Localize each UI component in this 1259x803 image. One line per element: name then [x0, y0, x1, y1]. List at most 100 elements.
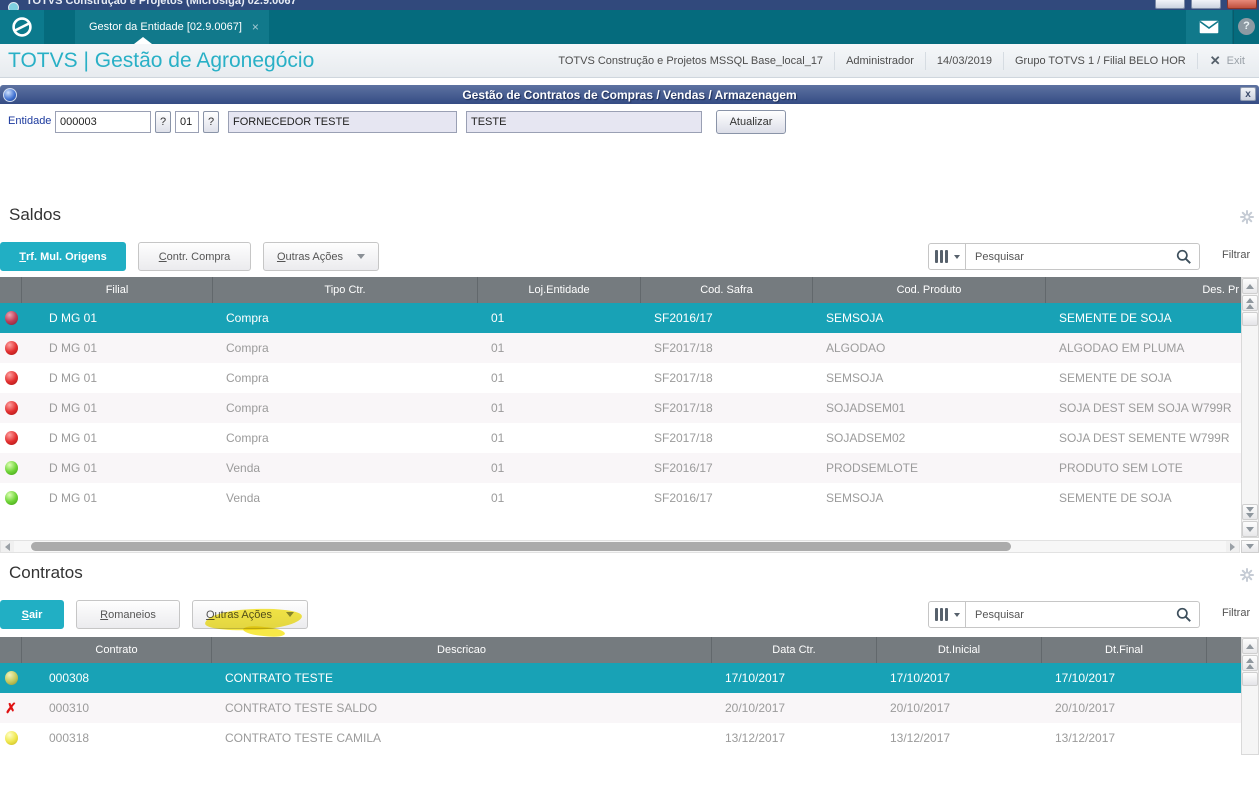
mail-icon[interactable]	[1186, 10, 1232, 44]
table-row[interactable]: D MG 01 Compra 01 SF2017/18 ALGODAO ALGODAO E…	[0, 333, 1241, 363]
saldos-vertical-scrollbar[interactable]	[1241, 277, 1259, 538]
saldos-outras-acoes-button[interactable]: Outras Ações	[263, 242, 379, 271]
store-lookup-button[interactable]: ?	[203, 111, 219, 133]
column-header[interactable]: Dt.Inicial	[877, 637, 1042, 663]
scroll-page-up-icon[interactable]	[1242, 295, 1258, 311]
tab-close-icon[interactable]: ×	[251, 20, 259, 34]
table-cell: SF2017/18	[654, 371, 713, 385]
table-row[interactable]: D MG 01 Venda 01 SF2016/17 SEMSOJA SEMENTE DE…	[0, 483, 1241, 513]
table-row[interactable]: D MG 01 Compra 01 SF2017/18 SOJADSEM02 SOJA D…	[0, 423, 1241, 453]
column-header[interactable]: Tipo Ctr.	[213, 277, 478, 303]
saldos-gear-icon[interactable]	[1240, 210, 1254, 229]
scroll-left-icon[interactable]	[1, 541, 14, 552]
column-header[interactable]: Cod. Produto	[813, 277, 1046, 303]
contratos-search-input[interactable]	[966, 602, 1199, 627]
saldos-search-input[interactable]	[966, 244, 1199, 269]
contratos-outras-acoes-button[interactable]: Outras Ações	[192, 600, 308, 629]
table-row[interactable]: D MG 01 Venda 01 SF2016/17 PRODSEMLOTE PRODUT…	[0, 453, 1241, 483]
horizontal-scroll-thumb[interactable]	[31, 542, 1011, 551]
scroll-up-icon[interactable]	[1242, 638, 1258, 654]
column-header[interactable]: Cod. Safra	[641, 277, 813, 303]
scroll-up-icon[interactable]	[1242, 278, 1258, 294]
contratos-columns-picker-icon[interactable]	[928, 601, 966, 628]
table-cell: D MG 01	[49, 341, 98, 355]
close-window-button[interactable]	[1227, 0, 1257, 9]
minimize-button[interactable]	[1155, 0, 1185, 9]
table-cell: 17/10/2017	[1055, 671, 1116, 685]
scroll-right-icon[interactable]	[1226, 541, 1239, 552]
scroll-down-corner-icon[interactable]	[1241, 540, 1259, 553]
app-header: TOTVS | Gestão de Agronegócio TOTVS Cons…	[0, 44, 1259, 78]
table-cell: 01	[491, 491, 505, 505]
table-row[interactable]: 000308 CONTRATO TESTE 17/10/2017 17/10/2017…	[0, 663, 1241, 693]
column-header[interactable]: Data Ctr.	[712, 637, 877, 663]
window-titlebar: TOTVS Construção e Projetos (Microsiga) …	[0, 0, 1259, 10]
contratos-vertical-scrollbar[interactable]	[1241, 637, 1259, 755]
tab-gestor-da-entidade[interactable]: Gestor da Entidade [02.9.0067] ×	[75, 10, 269, 44]
help-icon[interactable]: ?	[1238, 18, 1255, 35]
refresh-button[interactable]: Atualizar	[716, 110, 786, 134]
table-cell: 20/10/2017	[725, 701, 786, 715]
exit-button[interactable]: ✕ Exit	[1196, 52, 1259, 69]
table-cell: CONTRATO TESTE SALDO	[225, 701, 378, 715]
table-row[interactable]: D MG 01 Compra 01 SF2017/18 SOJADSEM01 SOJA D…	[0, 393, 1241, 423]
table-row[interactable]: D MG 01 Compra 01 SF2016/17 SEMSOJA SEMENTE D…	[0, 303, 1241, 333]
row-status-icon	[0, 491, 22, 505]
saldos-columns-picker-icon[interactable]	[928, 243, 966, 270]
table-cell: D MG 01	[49, 371, 98, 385]
scroll-page-down-icon[interactable]	[1242, 504, 1258, 520]
saldos-horizontal-scrollbar[interactable]	[0, 540, 1240, 553]
table-cell: ALGODAO EM PLUMA	[1059, 341, 1185, 355]
table-cell: 01	[491, 371, 505, 385]
contratos-section-title: Contratos	[9, 563, 83, 582]
table-cell: 17/10/2017	[890, 671, 951, 685]
table-row[interactable]: 000318 CONTRATO TESTE CAMILA 13/12/2017 13/…	[0, 723, 1241, 753]
entity-name-field[interactable]	[228, 111, 457, 133]
chevron-down-icon	[357, 254, 366, 259]
scroll-thumb[interactable]	[1242, 672, 1258, 686]
column-header[interactable]	[1207, 637, 1241, 663]
column-header[interactable]: Des. Pr	[1202, 284, 1239, 296]
scroll-page-up-icon[interactable]	[1242, 655, 1258, 671]
column-header[interactable]	[0, 637, 22, 663]
column-header[interactable]: Loj.Entidade	[478, 277, 641, 303]
table-cell: SF2017/18	[654, 431, 713, 445]
saldos-filter-link[interactable]: Filtrar	[1222, 249, 1251, 261]
column-header[interactable]: Filial	[22, 277, 213, 303]
table-cell: SOJADSEM02	[826, 431, 906, 445]
table-cell: 01	[491, 311, 505, 325]
panel-close-button[interactable]: x	[1240, 87, 1256, 101]
scroll-down-icon[interactable]	[1242, 521, 1258, 537]
maximize-button[interactable]	[1191, 0, 1221, 9]
contratos-gear-icon[interactable]	[1240, 568, 1254, 587]
table-cell: 13/12/2017	[1055, 731, 1116, 745]
column-header[interactable]: Dt.Final	[1042, 637, 1207, 663]
exit-x-icon: ✕	[1209, 52, 1221, 68]
search-icon[interactable]	[1176, 607, 1192, 628]
entity-lookup-button[interactable]: ?	[155, 111, 171, 133]
panel-title: Gestão de Contratos de Compras / Vendas …	[462, 87, 797, 102]
store-input[interactable]	[175, 111, 199, 133]
table-row[interactable]: D MG 01 Compra 01 SF2017/18 SEMSOJA SEMENTE D…	[0, 363, 1241, 393]
group-branch-label: Grupo TOTVS 1 / Filial BELO HOR	[1002, 51, 1197, 70]
table-row[interactable]: ✗ 000310 CONTRATO TESTE SALDO 20/10/2017 20/…	[0, 693, 1241, 723]
entity-code-input[interactable]	[55, 111, 151, 133]
column-header[interactable]: Descricao	[212, 637, 712, 663]
table-cell: 13/12/2017	[890, 731, 951, 745]
totvs-logo-icon[interactable]	[0, 10, 44, 44]
table-cell: SF2017/18	[654, 401, 713, 415]
table-cell: Venda	[226, 461, 261, 475]
column-header[interactable]	[0, 277, 22, 303]
column-header[interactable]: Contrato	[22, 637, 212, 663]
scroll-thumb[interactable]	[1242, 312, 1258, 326]
table-cell: 01	[491, 461, 505, 475]
entity-alias-field[interactable]	[466, 111, 702, 133]
search-icon[interactable]	[1176, 249, 1192, 270]
contratos-filter-link[interactable]: Filtrar	[1222, 607, 1251, 619]
grid-header-row: Filial Tipo Ctr. Loj.Entidade Cod. Safra Cod…	[0, 277, 1241, 303]
